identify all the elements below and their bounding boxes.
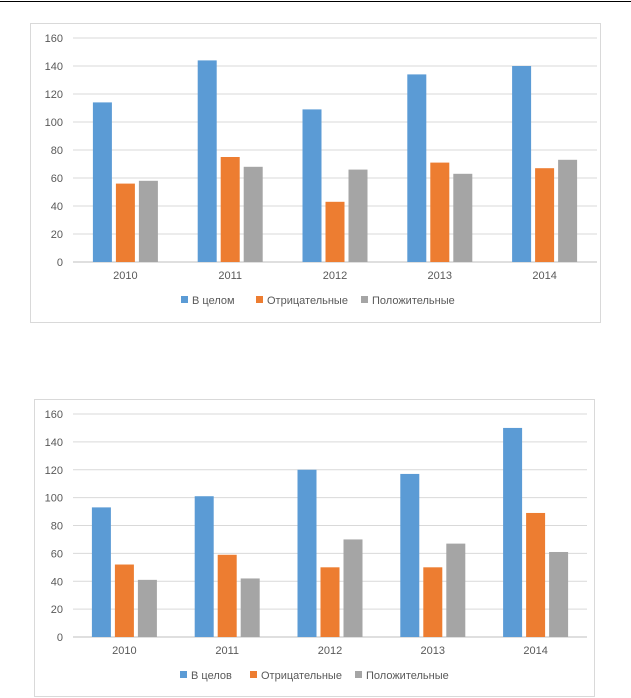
x-tick-label: 2011 xyxy=(215,645,239,657)
legend-swatch xyxy=(256,296,263,303)
y-tick-label: 100 xyxy=(45,493,63,505)
bar xyxy=(115,183,135,262)
x-tick-label: 2014 xyxy=(523,645,547,657)
y-tick-label: 0 xyxy=(57,257,63,269)
y-tick-label: 160 xyxy=(45,409,63,421)
chart-1: 0 20 40 60 80 100 120 140 160 2010 2011 2012 2013 201… xyxy=(30,23,601,323)
y-tick-label: 20 xyxy=(51,229,63,241)
bar xyxy=(325,201,345,262)
legend-swatch xyxy=(180,671,187,678)
legend-swatch xyxy=(250,671,257,678)
chart-2-svg: 0 20 40 60 80 100 120 140 160 2010 2011 2012 2013 201… xyxy=(45,409,587,682)
legend-label: В целов xyxy=(191,670,232,682)
bar xyxy=(92,102,112,263)
bar xyxy=(243,166,263,262)
y-tick-label: 0 xyxy=(57,632,63,644)
bar xyxy=(503,427,523,637)
bar xyxy=(197,60,217,263)
top-rule xyxy=(0,1,631,2)
bar xyxy=(302,109,322,263)
bar xyxy=(91,507,111,637)
bar xyxy=(217,554,237,637)
bar xyxy=(423,567,443,637)
bar xyxy=(343,539,363,637)
bar xyxy=(220,157,240,262)
x-tick-label: 2012 xyxy=(323,270,347,282)
legend-swatch xyxy=(355,671,362,678)
bar xyxy=(558,159,578,262)
x-tick-label: 2014 xyxy=(532,270,556,282)
y-tick-label: 160 xyxy=(45,33,63,45)
legend-label: Положительные xyxy=(372,295,455,307)
bar xyxy=(512,66,532,262)
legend-label: В целом xyxy=(192,295,235,307)
y-tick-label: 100 xyxy=(45,117,63,129)
legend-swatch xyxy=(181,296,188,303)
y-tick-label: 40 xyxy=(51,201,63,213)
y-tick-label: 120 xyxy=(45,89,63,101)
y-tick-label: 60 xyxy=(51,548,63,560)
bar xyxy=(400,473,420,637)
bar xyxy=(348,169,368,262)
y-tick-label: 140 xyxy=(45,61,63,73)
x-tick-label: 2011 xyxy=(218,270,242,282)
legend-label: Положительные xyxy=(366,670,449,682)
y-tick-label: 80 xyxy=(51,145,63,157)
bar xyxy=(114,564,134,637)
bar xyxy=(320,567,340,637)
bar xyxy=(526,512,546,637)
y-tick-label: 40 xyxy=(51,576,63,588)
y-tick-label: 20 xyxy=(51,604,63,616)
bar xyxy=(430,162,450,262)
y-tick-label: 80 xyxy=(51,521,63,533)
bar xyxy=(240,578,260,637)
x-tick-label: 2010 xyxy=(112,645,136,657)
chart-2: 0 20 40 60 80 100 120 140 160 2010 2011 2012 2013 201… xyxy=(34,399,595,697)
legend-swatch xyxy=(361,296,368,303)
bar xyxy=(138,180,158,262)
bar xyxy=(446,543,466,637)
bar xyxy=(137,579,157,637)
y-tick-label: 120 xyxy=(45,465,63,477)
x-tick-label: 2012 xyxy=(318,645,342,657)
x-tick-label: 2013 xyxy=(428,270,452,282)
bar xyxy=(535,168,555,262)
bar xyxy=(194,496,214,637)
y-tick-label: 140 xyxy=(45,437,63,449)
y-tick-label: 60 xyxy=(51,173,63,185)
x-tick-label: 2010 xyxy=(113,270,137,282)
bar xyxy=(297,469,317,637)
x-tick-label: 2013 xyxy=(421,645,445,657)
bar xyxy=(549,551,569,637)
bar xyxy=(407,74,427,263)
bar xyxy=(453,173,473,262)
legend-label: Отрицательные xyxy=(267,295,348,307)
chart-1-svg: 0 20 40 60 80 100 120 140 160 2010 2011 2012 2013 201… xyxy=(45,33,597,307)
legend-label: Отрицательные xyxy=(261,670,342,682)
